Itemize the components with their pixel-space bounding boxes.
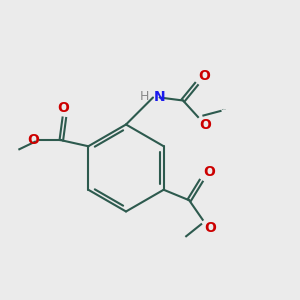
- Text: H: H: [140, 89, 149, 103]
- Text: O: O: [204, 221, 216, 235]
- Text: N: N: [154, 90, 166, 104]
- Text: O: O: [27, 133, 39, 147]
- Text: O: O: [199, 118, 211, 132]
- Text: methyl: methyl: [221, 109, 226, 110]
- Text: O: O: [203, 165, 215, 179]
- Text: O: O: [198, 68, 210, 83]
- Text: O: O: [57, 101, 69, 116]
